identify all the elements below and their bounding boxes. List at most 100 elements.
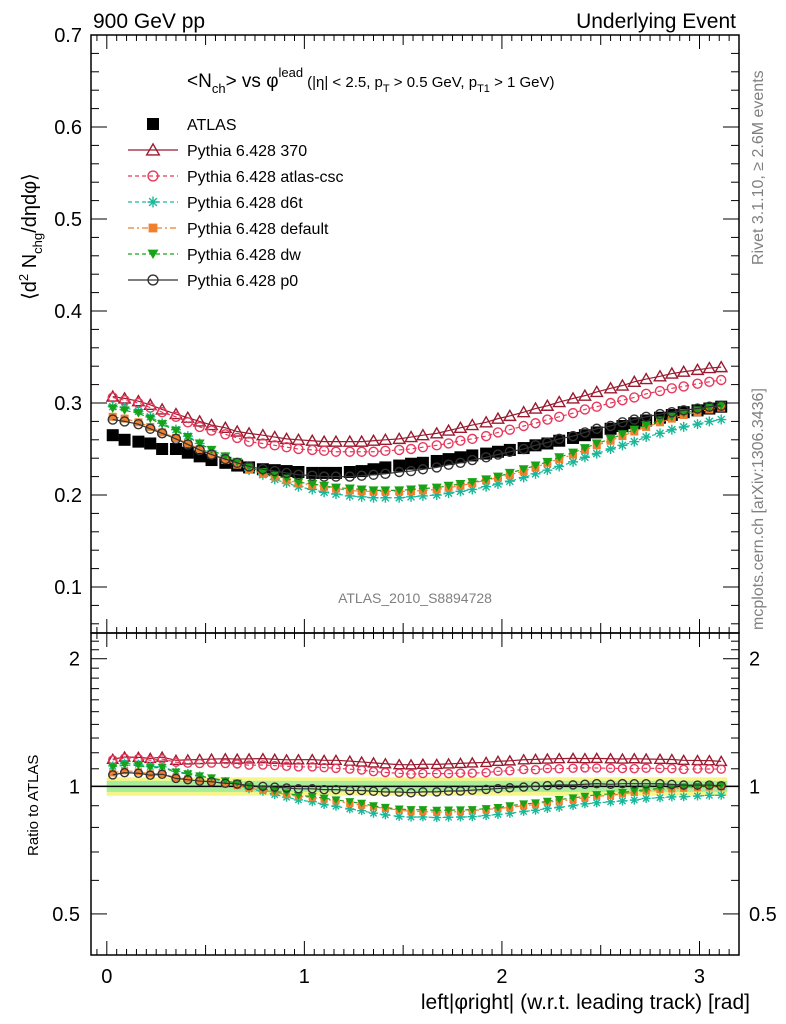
data-point-ratio — [444, 806, 454, 815]
data-point-main — [368, 492, 379, 503]
data-point-main — [107, 414, 118, 425]
data-point-main — [145, 414, 156, 424]
data-point-ratio — [380, 787, 391, 797]
y-tick-label-main: 0.3 — [54, 393, 82, 415]
header-right: Underlying Event — [576, 10, 736, 33]
data-point-ratio — [580, 792, 590, 801]
data-point-ratio — [232, 779, 242, 789]
data-point-main — [182, 417, 194, 428]
data-point-ratio — [394, 805, 404, 814]
data-point-main — [678, 381, 689, 392]
data-point-main — [442, 453, 455, 466]
data-point-main — [380, 468, 391, 480]
data-point-main — [530, 440, 541, 451]
data-point-main — [518, 420, 529, 432]
data-point-ratio — [467, 768, 478, 778]
data-point-main — [417, 490, 428, 501]
data-point-ratio — [406, 806, 416, 814]
data-point-main — [605, 420, 616, 432]
data-point-ratio — [443, 768, 454, 779]
data-point-main — [716, 374, 727, 386]
data-point-main — [356, 485, 367, 494]
data-point-ratio — [641, 794, 651, 804]
data-point-ratio — [467, 785, 478, 795]
data-point-main — [279, 431, 294, 445]
data-point-ratio — [380, 767, 391, 778]
data-point-main — [269, 465, 280, 477]
data-point-ratio — [641, 778, 651, 789]
data-point-main — [356, 446, 367, 457]
data-point-ratio — [431, 768, 442, 779]
legend-marker — [147, 196, 159, 208]
data-point-main — [431, 490, 442, 500]
data-point-ratio — [667, 779, 677, 790]
data-point-ratio — [493, 783, 503, 794]
data-point-ratio — [503, 754, 517, 766]
legend-marker — [147, 170, 159, 182]
data-point-main — [629, 436, 640, 447]
data-point-main — [579, 404, 591, 415]
data-point-main — [405, 465, 417, 477]
data-point-ratio — [627, 752, 641, 764]
data-point-main — [156, 443, 169, 455]
data-point-main — [554, 433, 565, 445]
data-point-main — [591, 423, 602, 434]
data-point-main — [367, 463, 380, 476]
data-point-main — [518, 472, 529, 483]
data-point-ratio — [171, 757, 181, 767]
data-point-ratio — [293, 791, 303, 800]
data-point-main — [356, 491, 367, 502]
data-point-main — [132, 435, 145, 448]
data-point-main — [654, 428, 665, 439]
data-point-ratio — [195, 772, 205, 781]
data-point-ratio — [107, 770, 118, 780]
data-point-ratio — [554, 802, 564, 812]
data-point-main — [441, 423, 456, 436]
data-point-ratio — [592, 798, 602, 808]
data-point-main — [146, 422, 155, 431]
data-point-main — [716, 414, 727, 425]
data-point-ratio — [319, 762, 329, 773]
data-point-ratio — [194, 776, 205, 786]
data-point-main — [492, 478, 503, 489]
data-point-main — [503, 443, 516, 456]
data-point-main — [542, 437, 553, 448]
title-n: <N — [187, 71, 212, 92]
data-point-ratio — [677, 753, 691, 766]
data-point-main — [281, 441, 292, 453]
data-point-ratio — [716, 782, 726, 790]
data-point-main — [554, 453, 565, 462]
data-point-ratio — [432, 806, 442, 815]
data-point-ratio — [256, 752, 270, 764]
data-point-main — [329, 434, 343, 447]
data-point-main — [182, 433, 193, 442]
data-point-ratio — [542, 763, 553, 774]
data-point-main — [443, 488, 454, 499]
data-point-main — [255, 428, 270, 441]
data-point-main — [257, 464, 269, 475]
data-point-ratio — [258, 760, 268, 770]
data-point-ratio — [319, 799, 329, 809]
data-point-main — [378, 432, 393, 445]
data-point-ratio — [134, 768, 143, 776]
data-point-ratio — [244, 760, 254, 770]
data-point-ratio — [542, 797, 552, 806]
data-point-ratio — [617, 763, 628, 774]
data-point-main — [666, 383, 678, 394]
data-point-ratio — [493, 804, 503, 812]
data-point-ratio — [465, 756, 479, 768]
data-point-ratio — [454, 757, 467, 769]
data-point-main — [702, 361, 717, 374]
data-point-main — [579, 427, 591, 438]
data-point-main — [144, 437, 157, 450]
data-point-ratio — [319, 784, 329, 795]
data-point-ratio — [505, 765, 515, 776]
data-point-ratio — [230, 752, 244, 764]
data-point-main — [579, 444, 590, 453]
data-point-main — [257, 438, 269, 449]
data-point-main — [344, 490, 355, 501]
data-point-main — [330, 489, 341, 500]
data-point-main — [280, 465, 293, 478]
data-point-ratio — [331, 801, 341, 811]
data-point-main — [666, 407, 678, 418]
